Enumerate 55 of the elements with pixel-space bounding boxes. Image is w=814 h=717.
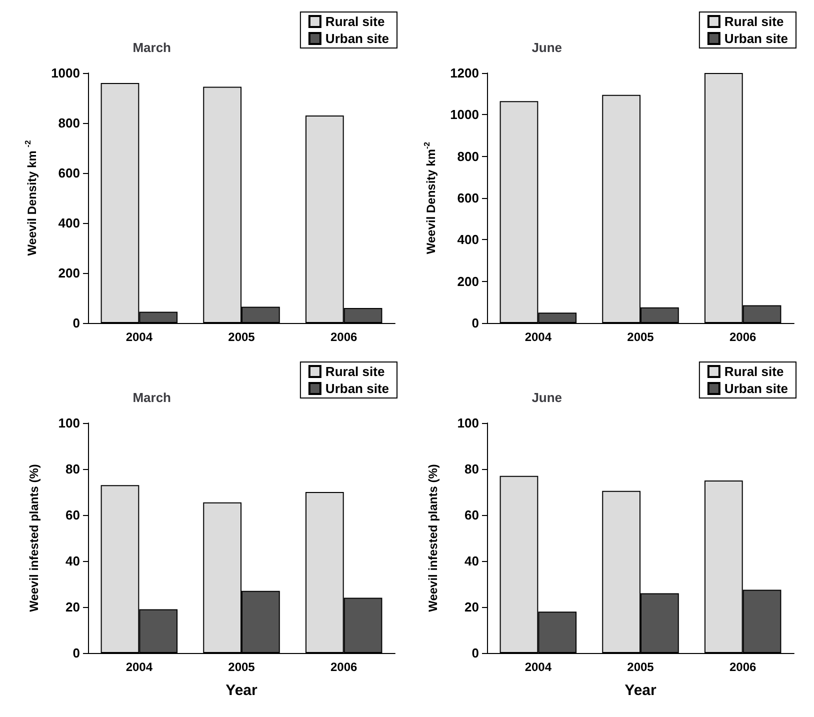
x-tick-label: 2004 (524, 660, 552, 674)
x-tick-label: 2004 (524, 330, 552, 344)
y-tick-label: 400 (457, 232, 479, 248)
legend-label: Urban site (325, 381, 390, 396)
x-tick-label: 2006 (729, 330, 757, 344)
y-tick-label: 1000 (450, 107, 479, 122)
y-tick-label: 80 (464, 462, 479, 476)
y-axis-title: Weevil infested plants (%) (426, 464, 440, 612)
x-tick-label: 2006 (729, 660, 757, 674)
x-axis-title: Year (624, 682, 657, 699)
y-tick-label: 200 (58, 266, 80, 280)
y-tick-label: 20 (66, 600, 80, 614)
y-tick-label: 20 (464, 600, 479, 614)
y-tick-label: 60 (464, 508, 479, 522)
x-tick-label: 2006 (330, 330, 358, 344)
chart-title: March (132, 390, 172, 405)
y-tick-label: 1000 (51, 66, 80, 80)
x-tick-label: 2005 (228, 330, 256, 344)
y-axis-title: Weevil infested plants (%) (27, 464, 41, 612)
y-tick-label: 40 (66, 554, 80, 568)
y-tick-label: 1200 (450, 66, 479, 80)
y-tick-label: 100 (58, 416, 80, 430)
legend-label: Urban site (724, 381, 788, 396)
x-tick-label: 2005 (228, 660, 256, 674)
y-tick-label: 600 (457, 190, 479, 206)
y-tick-label: 400 (58, 216, 80, 230)
y-tick-label: 600 (58, 166, 80, 180)
y-axis-title: Weevil Density km-2 (422, 141, 438, 254)
legend-label: Urban site (724, 31, 788, 46)
y-axis-title: Weevil Density km -2 (24, 140, 39, 256)
y-tick-label: 0 (72, 646, 80, 660)
legend-label: Rural site (325, 364, 385, 379)
y-tick-label: 0 (472, 646, 479, 660)
chart-title: March (132, 40, 172, 55)
x-tick-label: 2004 (126, 660, 153, 674)
legend-label: Rural site (724, 364, 784, 379)
y-tick-label: 80 (66, 462, 80, 476)
y-tick-label: 200 (457, 274, 479, 289)
x-axis-title: Year (226, 682, 258, 699)
y-tick-label: 40 (464, 554, 479, 568)
x-tick-label: 2005 (627, 660, 654, 674)
y-tick-label: 60 (66, 508, 80, 522)
legend-label: Rural site (724, 14, 784, 29)
x-tick-label: 2004 (126, 330, 153, 344)
x-tick-label: 2006 (330, 660, 358, 674)
legend-label: Urban site (325, 31, 390, 46)
y-tick-label: 800 (58, 116, 80, 130)
y-tick-label: 0 (72, 316, 80, 330)
y-tick-label: 0 (472, 316, 479, 330)
chart-title: June (532, 390, 562, 405)
legend-label: Rural site (325, 14, 385, 29)
chart-title: June (532, 40, 562, 55)
x-tick-label: 2005 (627, 330, 654, 344)
y-tick-label: 100 (457, 416, 479, 430)
y-tick-label: 800 (457, 148, 479, 164)
